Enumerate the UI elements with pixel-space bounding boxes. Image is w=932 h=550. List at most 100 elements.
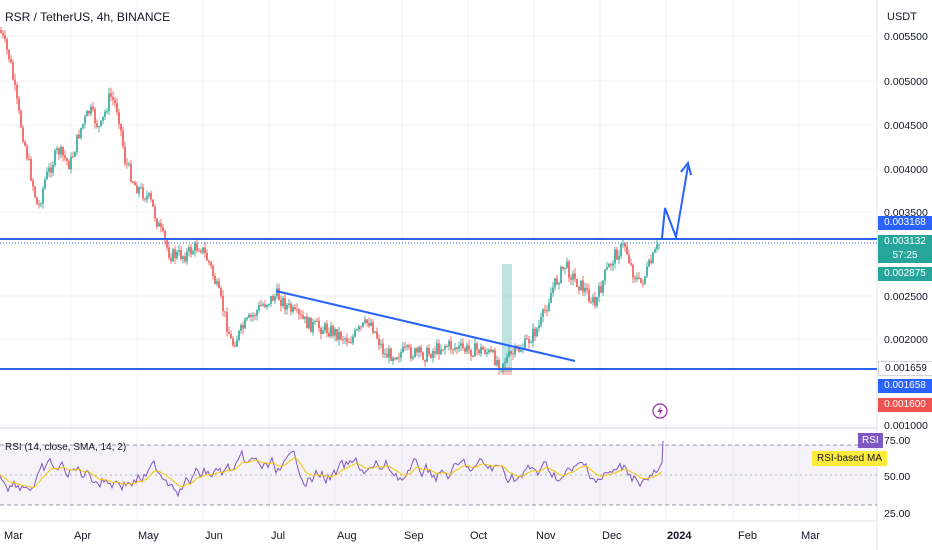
candle-body — [248, 314, 250, 318]
candle-body — [96, 123, 98, 128]
candle-body — [316, 320, 318, 322]
candle-body — [392, 357, 394, 361]
candle-body — [296, 309, 298, 311]
candle-body — [604, 269, 606, 281]
candle-body — [236, 339, 238, 347]
candle-body — [260, 305, 262, 307]
rsi-tick-50: 50.00 — [884, 471, 910, 483]
candle-body — [598, 286, 600, 298]
candle-body — [256, 310, 258, 316]
candle-body — [420, 347, 422, 353]
candle-body — [648, 260, 650, 267]
lightning-icon[interactable] — [652, 403, 668, 419]
symbol-title[interactable]: RSR / TetherUS, 4h, BINANCE — [5, 10, 171, 24]
candle-body — [432, 351, 434, 358]
candle-body — [562, 266, 564, 269]
candle-body — [44, 179, 46, 189]
candle-body — [218, 281, 220, 289]
candle-body — [610, 264, 612, 266]
rsi-legend[interactable]: RSI (14, close, SMA, 14, 2) — [5, 442, 127, 453]
candle-body — [578, 286, 580, 291]
candle-body — [390, 348, 392, 361]
candle-body — [344, 338, 346, 340]
candle-body — [382, 343, 384, 354]
candle-body — [180, 250, 182, 260]
candle-body — [452, 349, 454, 351]
candle-body — [68, 160, 70, 170]
candle-body — [352, 336, 354, 344]
time-label-apr: Apr — [74, 530, 91, 542]
candle-body — [620, 244, 622, 256]
candle-body — [376, 331, 378, 339]
candle-body — [60, 146, 62, 155]
candle-body — [374, 331, 376, 333]
badge-upper-line: 0.003168 — [878, 216, 932, 230]
time-label-dec: Dec — [602, 530, 622, 542]
candle-body — [458, 345, 460, 349]
candle-body — [302, 315, 304, 319]
candle-body — [566, 261, 568, 268]
candle-body — [364, 319, 366, 323]
candle-body — [530, 342, 532, 344]
candle-body — [518, 347, 520, 352]
time-label-aug: Aug — [337, 530, 357, 542]
candle-body — [254, 315, 256, 317]
candle-body — [498, 360, 500, 369]
candle-body — [78, 134, 80, 139]
highlight-box[interactable] — [502, 264, 512, 372]
candle-body — [502, 363, 504, 369]
candle-body — [630, 263, 632, 265]
candle-body — [2, 32, 4, 36]
candle-body — [466, 345, 468, 352]
candle-body — [594, 297, 596, 306]
candle-body — [242, 324, 244, 329]
candle-body — [92, 106, 94, 110]
time-label-jun: Jun — [205, 530, 223, 542]
candle-body — [262, 304, 264, 306]
candle-body — [338, 331, 340, 340]
candle-body — [616, 249, 618, 260]
candle-body — [244, 319, 246, 329]
currency-label[interactable]: USDT — [887, 11, 917, 23]
candle-body — [190, 247, 192, 255]
time-label-may: May — [138, 530, 159, 542]
descending-trendline[interactable] — [275, 290, 576, 362]
candle-body — [564, 267, 566, 269]
candle-body — [460, 343, 462, 346]
candle-body — [552, 287, 554, 294]
candle-body — [324, 323, 326, 331]
candle-body — [182, 256, 184, 260]
candle-body — [58, 148, 60, 155]
rsi-tag: RSI — [858, 433, 883, 448]
candle-body — [238, 330, 240, 340]
candle-body — [304, 316, 306, 319]
price-tick-0050: 0.005000 — [884, 76, 928, 88]
rsi-tick-25: 25.00 — [884, 508, 910, 520]
candle-body — [136, 185, 138, 194]
candle-body — [510, 351, 512, 354]
candle-body — [558, 283, 560, 285]
candle-body — [542, 309, 544, 318]
candle-body — [300, 314, 302, 316]
projection-path[interactable] — [661, 165, 689, 241]
candle-body — [132, 181, 134, 183]
candle-body — [104, 111, 106, 117]
candle-body — [320, 328, 322, 335]
candle-body — [26, 145, 28, 159]
candle-body — [174, 249, 176, 259]
candle-body — [102, 116, 104, 121]
candle-body — [292, 307, 294, 312]
candle-body — [48, 167, 50, 172]
candle-body — [618, 255, 620, 260]
candle-body — [348, 342, 350, 344]
candle-body — [532, 328, 534, 343]
candle-body — [62, 146, 64, 156]
candle-body — [528, 338, 530, 343]
candle-body — [36, 197, 38, 205]
candle-body — [200, 250, 202, 253]
candle-body — [4, 35, 6, 40]
candle-body — [290, 303, 292, 312]
candle-body — [202, 247, 204, 253]
candle-body — [166, 240, 168, 248]
